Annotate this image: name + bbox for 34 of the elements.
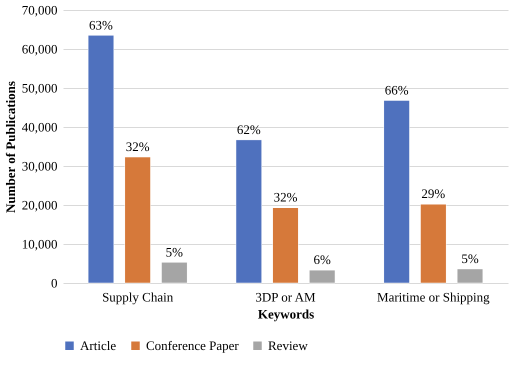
y-tick-label: 30,000: [22, 158, 58, 174]
y-axis-title: Number of Publications: [2, 81, 18, 213]
y-tick-label: 40,000: [22, 120, 58, 134]
annotation: 63%: [89, 17, 114, 32]
x-tick-label: Supply Chain: [102, 290, 174, 304]
x-tick-label: Maritime or Shipping: [377, 290, 490, 304]
annotation: 5%: [166, 244, 184, 260]
annotation: 5%: [461, 250, 479, 266]
bar: [236, 140, 262, 284]
annotation: 66%: [384, 82, 409, 98]
bar: [420, 204, 446, 284]
annotation: 32%: [274, 190, 298, 205]
bar: [309, 270, 336, 284]
y-tick-label: 50,000: [22, 80, 58, 96]
bar: [384, 100, 410, 284]
x-tick-label: 3DP or AM: [255, 290, 316, 304]
bar: [124, 156, 151, 284]
bar: [456, 268, 484, 284]
annotation: 29%: [421, 186, 446, 202]
y-tick-label: 70,000: [22, 2, 58, 18]
y-tick-label: 10,000: [22, 236, 58, 252]
y-tick-label: 60,000: [22, 42, 58, 56]
y-tick-label: 20,000: [22, 198, 58, 212]
annotation: 62%: [236, 122, 261, 137]
legend-label: Conference Paper: [146, 338, 240, 353]
bar: [88, 35, 114, 284]
legend-label: Review: [268, 338, 308, 353]
bar: [272, 207, 299, 284]
annotation: 6%: [314, 252, 332, 268]
legend-label: Article: [80, 338, 116, 353]
annotation: 32%: [126, 139, 150, 154]
x-axis-title: Keywords: [258, 306, 314, 322]
y-tick-label: 0: [51, 276, 58, 290]
bar: [161, 262, 188, 284]
